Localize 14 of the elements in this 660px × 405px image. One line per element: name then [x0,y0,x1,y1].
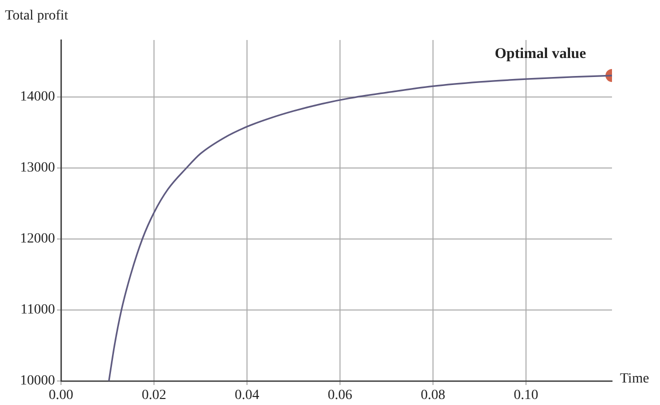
y-tick-label: 10000 [20,374,55,389]
x-tick-label: 0.08 [420,388,446,404]
x-tick-label: 0.06 [328,388,352,404]
x-axis-title: Time [620,372,650,387]
y-tick-label: 12000 [20,232,55,247]
x-tick-label: 0.04 [234,388,260,404]
x-tick-label: 0.10 [514,388,538,404]
y-tick-label: 13000 [20,160,55,176]
x-tick-label: 0.00 [48,388,74,404]
y-tick-label: 11000 [20,302,55,318]
y-axis-title: Total profit [5,8,68,24]
annotation: Optimal value [494,46,586,62]
y-tick-label: 14000 [20,90,55,105]
x-tick-label: 0.02 [142,388,166,404]
